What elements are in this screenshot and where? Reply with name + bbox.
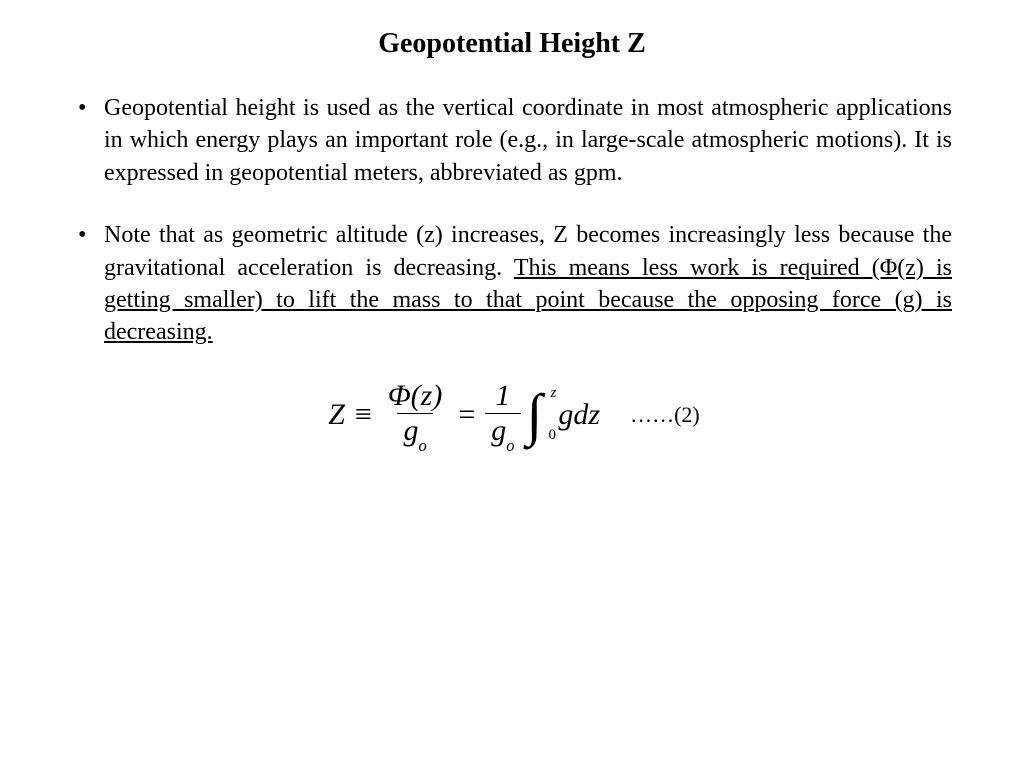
integral-sign-icon: ∫ [527, 392, 545, 438]
equation-number: ……(2) [630, 402, 700, 428]
eq-frac1-den-sub: o [418, 436, 426, 455]
eq-integral: ∫ z 0 gdz [525, 392, 603, 438]
eq-frac2-den: go [485, 413, 520, 453]
eq-integrand: gdz [544, 400, 600, 430]
equation: Z ≡ Φ(z) go = 1 go ∫ z 0 gdz [324, 379, 602, 453]
equation-row: Z ≡ Φ(z) go = 1 go ∫ z 0 gdz ……(2 [72, 379, 952, 453]
eq-int-lower: 0 [549, 428, 557, 443]
eq-frac2-num: 1 [489, 379, 516, 413]
eq-int-upper: z [551, 386, 557, 401]
bullet-2: Note that as geometric altitude (z) incr… [72, 219, 952, 349]
eq-frac2-den-sub: o [506, 436, 514, 455]
eq-frac1-den-g: g [403, 414, 418, 447]
eq-frac2: 1 go [481, 379, 524, 453]
eq-frac1: Φ(z) go [378, 379, 453, 453]
slide-title: Geopotential Height Z [72, 28, 952, 60]
eq-equiv: ≡ [349, 400, 378, 430]
eq-eqsign: = [452, 400, 481, 430]
eq-frac1-den: go [397, 413, 432, 453]
bullet-1: Geopotential height is used as the verti… [72, 92, 952, 189]
eq-frac1-num: Φ(z) [382, 379, 449, 413]
eq-lhs: Z [324, 400, 349, 430]
bullet-list: Geopotential height is used as the verti… [72, 92, 952, 349]
eq-frac2-den-g: g [491, 414, 506, 447]
